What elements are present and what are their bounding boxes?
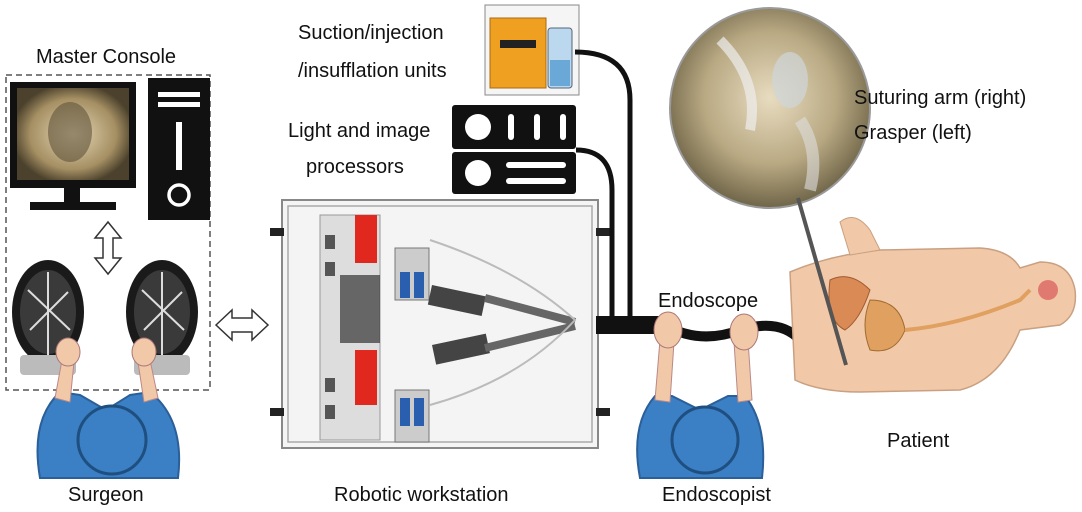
patient-label: Patient bbox=[887, 430, 950, 452]
endoscope-label: Endoscope bbox=[658, 290, 759, 312]
master-console bbox=[5, 74, 211, 391]
suction-label-line2: /insufflation units bbox=[298, 60, 447, 82]
surgeon-figure bbox=[36, 337, 181, 479]
module-rack bbox=[319, 214, 381, 441]
computer-tower-icon bbox=[148, 78, 210, 220]
patient-figure bbox=[789, 217, 1077, 393]
grasper-label: Grasper (left) bbox=[854, 122, 972, 144]
image-processor bbox=[452, 152, 576, 194]
vertical-double-arrow-icon bbox=[93, 220, 123, 276]
master-console-label: Master Console bbox=[36, 46, 177, 68]
view-pointer-line bbox=[796, 197, 848, 366]
endoscopist-figure bbox=[636, 311, 765, 479]
robotic-arm-upper bbox=[394, 247, 577, 326]
light-processor-label-line2: processors bbox=[306, 156, 404, 178]
surgeon-label: Surgeon bbox=[68, 484, 144, 506]
endoscopic-view bbox=[669, 7, 871, 209]
robotic-workstation-label: Robotic workstation bbox=[334, 484, 509, 506]
endoscopist-label: Endoscopist bbox=[662, 484, 771, 506]
light-processor bbox=[452, 105, 576, 149]
suction-unit bbox=[484, 4, 580, 96]
robotic-arm-lower bbox=[394, 322, 576, 443]
horizontal-double-arrow-icon bbox=[214, 308, 270, 342]
light-processor-label-line1: Light and image bbox=[288, 120, 431, 142]
suction-label-line1: Suction/injection bbox=[298, 22, 444, 44]
suturing-arm-label: Suturing arm (right) bbox=[854, 87, 1027, 109]
robotic-workstation bbox=[270, 199, 610, 449]
monitor-icon bbox=[10, 82, 136, 210]
